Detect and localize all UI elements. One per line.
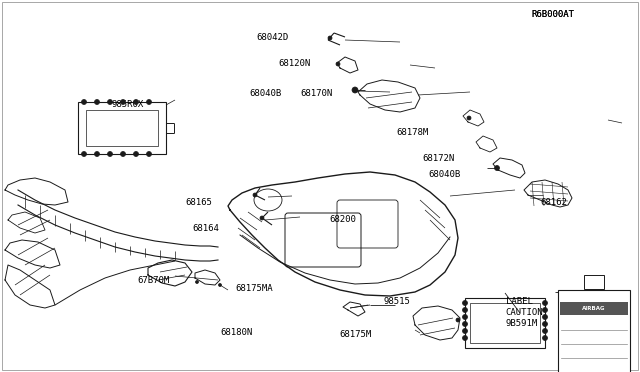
Text: 68180N: 68180N: [221, 328, 253, 337]
Circle shape: [147, 99, 152, 105]
Circle shape: [120, 99, 125, 105]
Circle shape: [463, 328, 467, 334]
Circle shape: [195, 280, 198, 283]
Circle shape: [336, 62, 340, 66]
Circle shape: [543, 336, 547, 340]
Circle shape: [495, 166, 499, 170]
Bar: [465, 298, 545, 348]
Text: 68200: 68200: [330, 215, 356, 224]
Text: LABEL: LABEL: [506, 297, 532, 306]
Text: 68040B: 68040B: [250, 89, 282, 97]
Circle shape: [120, 151, 125, 157]
Text: 67B70M: 67B70M: [138, 276, 170, 285]
Text: 68175M: 68175M: [339, 330, 371, 339]
Bar: [86, 110, 158, 146]
Circle shape: [108, 151, 113, 157]
Text: 68120N: 68120N: [278, 59, 310, 68]
Circle shape: [134, 99, 138, 105]
Circle shape: [463, 308, 467, 312]
Text: R6B000AT: R6B000AT: [531, 10, 574, 19]
Text: 68042D: 68042D: [256, 33, 288, 42]
Text: 68162: 68162: [541, 198, 568, 207]
Text: 68175MA: 68175MA: [236, 284, 273, 293]
Bar: [558, 290, 630, 372]
Bar: [560, 302, 628, 315]
Text: 68172N: 68172N: [422, 154, 454, 163]
Circle shape: [463, 321, 467, 327]
Text: 68170N: 68170N: [301, 89, 333, 97]
Circle shape: [260, 216, 264, 220]
Circle shape: [253, 193, 257, 197]
Circle shape: [456, 318, 460, 322]
Text: 68178M: 68178M: [397, 128, 429, 137]
Text: 68165: 68165: [186, 198, 212, 207]
Circle shape: [463, 336, 467, 340]
Text: 68164: 68164: [192, 224, 219, 233]
Circle shape: [328, 36, 332, 40]
Bar: [78, 102, 166, 154]
Circle shape: [147, 151, 152, 157]
Circle shape: [95, 151, 99, 157]
Bar: [470, 303, 540, 343]
Circle shape: [81, 151, 86, 157]
Circle shape: [543, 314, 547, 320]
Circle shape: [352, 87, 358, 93]
Circle shape: [463, 314, 467, 320]
Circle shape: [463, 301, 467, 305]
Text: 68040B: 68040B: [429, 170, 461, 179]
Circle shape: [81, 99, 86, 105]
Circle shape: [543, 301, 547, 305]
Text: R6B000AT: R6B000AT: [531, 10, 574, 19]
Circle shape: [134, 151, 138, 157]
Circle shape: [543, 328, 547, 334]
Text: AIRBAG: AIRBAG: [582, 307, 605, 311]
Text: 9B591M: 9B591M: [506, 319, 538, 328]
Circle shape: [543, 308, 547, 312]
Circle shape: [95, 99, 99, 105]
Circle shape: [218, 283, 221, 286]
Circle shape: [108, 99, 113, 105]
Text: 98515: 98515: [384, 297, 411, 306]
Bar: [584, 275, 604, 289]
Text: CAUTION: CAUTION: [506, 308, 543, 317]
Circle shape: [467, 116, 471, 120]
Text: 985R0X: 985R0X: [112, 100, 144, 109]
Circle shape: [543, 321, 547, 327]
